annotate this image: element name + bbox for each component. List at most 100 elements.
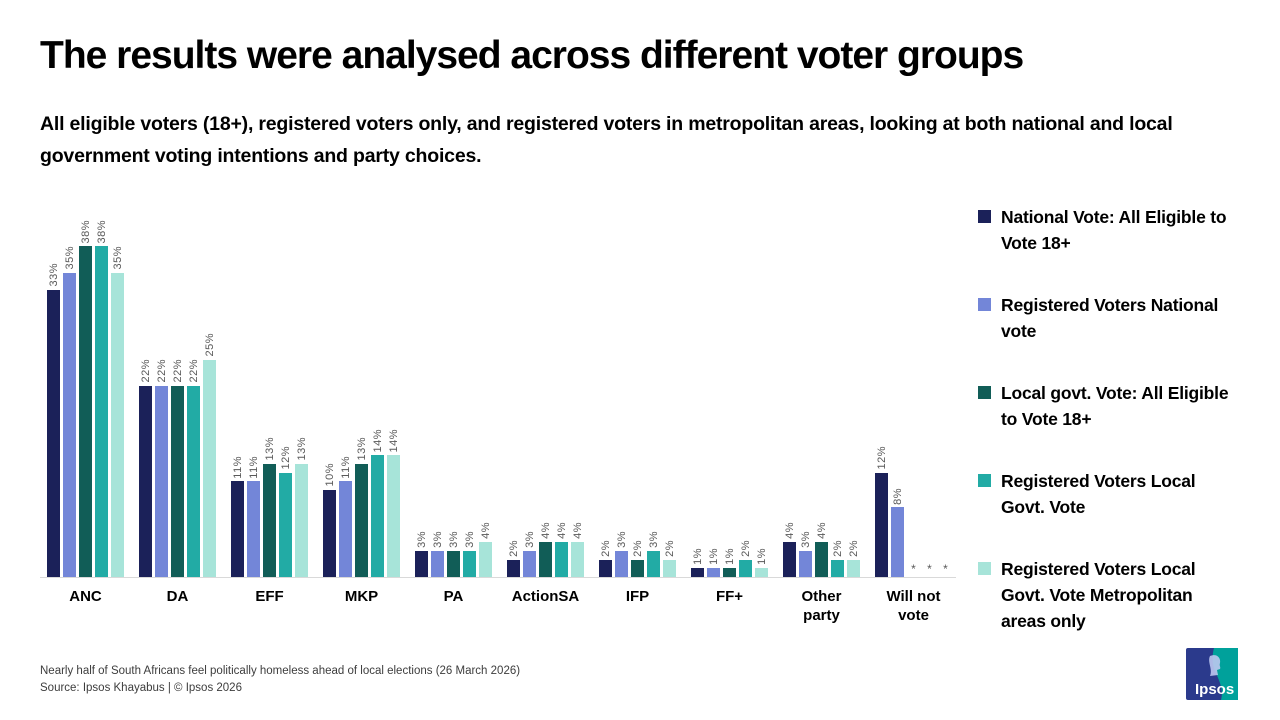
bar-cell: * bbox=[923, 195, 936, 577]
bar-value-label: 3% bbox=[431, 531, 444, 548]
bar-value-label: 11% bbox=[247, 455, 260, 479]
bar-cell: 13% bbox=[295, 195, 308, 577]
bar-cell: 12% bbox=[875, 195, 888, 577]
bar-cell: 4% bbox=[479, 195, 492, 577]
category-label-anc: ANC bbox=[69, 588, 102, 605]
bar-value-label: 2% bbox=[599, 539, 612, 557]
legend-label: Registered Voters Local Govt. Vote bbox=[1001, 471, 1196, 517]
bar-cell: 22% bbox=[171, 195, 184, 577]
bar-cell: 1% bbox=[691, 195, 704, 577]
bar-value-label: 38% bbox=[95, 219, 108, 244]
legend-swatch bbox=[978, 562, 991, 575]
bar-cell: 11% bbox=[231, 195, 244, 577]
bar-cell: 14% bbox=[371, 195, 384, 577]
bar-cell: 3% bbox=[615, 195, 628, 577]
bar-cell: 11% bbox=[339, 195, 352, 577]
legend-swatch bbox=[978, 386, 991, 399]
bar-cell: 35% bbox=[111, 195, 124, 577]
bar-group-actionsa: 2% 3% 4% 4% 4% bbox=[507, 195, 584, 577]
bar bbox=[279, 472, 292, 577]
bar-group-ifp: 2% 3% 2% 3% 2% bbox=[599, 195, 676, 577]
bar-cell: 38% bbox=[95, 195, 108, 577]
bar bbox=[203, 359, 216, 577]
bar bbox=[187, 385, 200, 577]
bar-group-mkp: 10% 11% 13% 14% 14% bbox=[323, 195, 400, 577]
bar-cell: 22% bbox=[155, 195, 168, 577]
bar bbox=[739, 559, 752, 577]
bar-cell: 3% bbox=[799, 195, 812, 577]
bar bbox=[387, 455, 400, 577]
bar-cell: 1% bbox=[755, 195, 768, 577]
bar-group-eff: 11% 11% 13% 12% 13% bbox=[231, 195, 308, 577]
bar bbox=[295, 463, 308, 577]
bar-value-label: 4% bbox=[571, 522, 584, 540]
bar-value-label: 13% bbox=[263, 437, 276, 461]
bar-value-label: 22% bbox=[155, 359, 168, 383]
bar bbox=[323, 490, 336, 577]
bar bbox=[479, 542, 492, 577]
legend-label: National Vote: All Eligible to Vote 18+ bbox=[1001, 207, 1227, 253]
chart-plot-area: 33% 35% 38% 38% 35% 22% 22% 22% 22% 25% 11% 11% 13% 1… bbox=[40, 195, 956, 578]
bar-value-label: 4% bbox=[539, 522, 552, 540]
bar bbox=[631, 559, 644, 577]
legend-item: Local govt. Vote: All Eligible to Vote 1… bbox=[978, 380, 1238, 432]
bar bbox=[371, 455, 384, 577]
bar-value-label: 3% bbox=[615, 531, 628, 548]
bar-value-label: 4% bbox=[783, 522, 796, 540]
legend-item: National Vote: All Eligible to Vote 18+ bbox=[978, 204, 1238, 256]
bar-cell: 10% bbox=[323, 195, 336, 577]
bar-group-da: 22% 22% 22% 22% 25% bbox=[139, 195, 216, 577]
page-title: The results were analysed across differe… bbox=[40, 34, 1024, 77]
bar-cell: 25% bbox=[203, 195, 216, 577]
bar-cell: 2% bbox=[831, 195, 844, 577]
bar-value-label: 2% bbox=[831, 539, 844, 557]
bar-value-label: 4% bbox=[479, 522, 492, 540]
bar-cell: 2% bbox=[507, 195, 520, 577]
ipsos-logo-graphic: Ipsos bbox=[1186, 648, 1238, 700]
bar-value-label: 4% bbox=[555, 522, 568, 540]
bar-value-label: 12% bbox=[875, 446, 888, 470]
bar-value-label: 2% bbox=[847, 539, 860, 557]
bar bbox=[663, 559, 676, 577]
bar bbox=[507, 559, 520, 577]
bar-value-label: 2% bbox=[663, 539, 676, 557]
bar bbox=[723, 568, 736, 577]
grouped-bar-chart: 33% 35% 38% 38% 35% 22% 22% 22% 22% 25% 11% 11% 13% 1… bbox=[40, 195, 960, 625]
bar-cell: 11% bbox=[247, 195, 260, 577]
bar bbox=[539, 542, 552, 577]
missing-value-marker: * bbox=[911, 562, 916, 576]
bar bbox=[847, 559, 860, 577]
bar-value-label: 3% bbox=[799, 531, 812, 548]
bar-cell: 12% bbox=[279, 195, 292, 577]
chart-category-axis: ANC DA EFF MKP PA ActionSA IFP FF+ Other party Wi… bbox=[40, 578, 960, 625]
bar bbox=[647, 550, 660, 577]
bar-value-label: 3% bbox=[647, 531, 660, 548]
page-subtitle: All eligible voters (18+), registered vo… bbox=[40, 113, 1173, 167]
bar-cell: 2% bbox=[739, 195, 752, 577]
bar-cell: 13% bbox=[355, 195, 368, 577]
legend-swatch bbox=[978, 210, 991, 223]
bar-value-label: 10% bbox=[323, 463, 336, 487]
missing-value-marker: * bbox=[927, 562, 932, 576]
bar-value-label: 22% bbox=[171, 359, 184, 383]
bar-value-label: 3% bbox=[463, 531, 476, 548]
bar-value-label: 38% bbox=[79, 219, 92, 244]
category-label-mkp: MKP bbox=[344, 588, 379, 605]
category-label-da: DA bbox=[166, 588, 189, 605]
legend-label: Registered Voters Local Govt. Vote Metro… bbox=[1001, 559, 1196, 631]
missing-value-marker: * bbox=[943, 562, 948, 576]
bar-cell: 3% bbox=[447, 195, 460, 577]
bar-cell: 4% bbox=[783, 195, 796, 577]
bar-value-label: 25% bbox=[203, 332, 216, 357]
bar-cell: 14% bbox=[387, 195, 400, 577]
bar bbox=[415, 550, 428, 577]
bar bbox=[875, 472, 888, 577]
bar-value-label: 14% bbox=[371, 428, 384, 453]
category-label-will-not-vote: Will not vote bbox=[886, 588, 941, 624]
bar bbox=[339, 481, 352, 577]
bar-group-pa: 3% 3% 3% 3% 4% bbox=[415, 195, 492, 577]
bar-cell: 2% bbox=[631, 195, 644, 577]
bar-value-label: 11% bbox=[339, 455, 352, 479]
bar bbox=[755, 568, 768, 577]
bar bbox=[247, 481, 260, 577]
